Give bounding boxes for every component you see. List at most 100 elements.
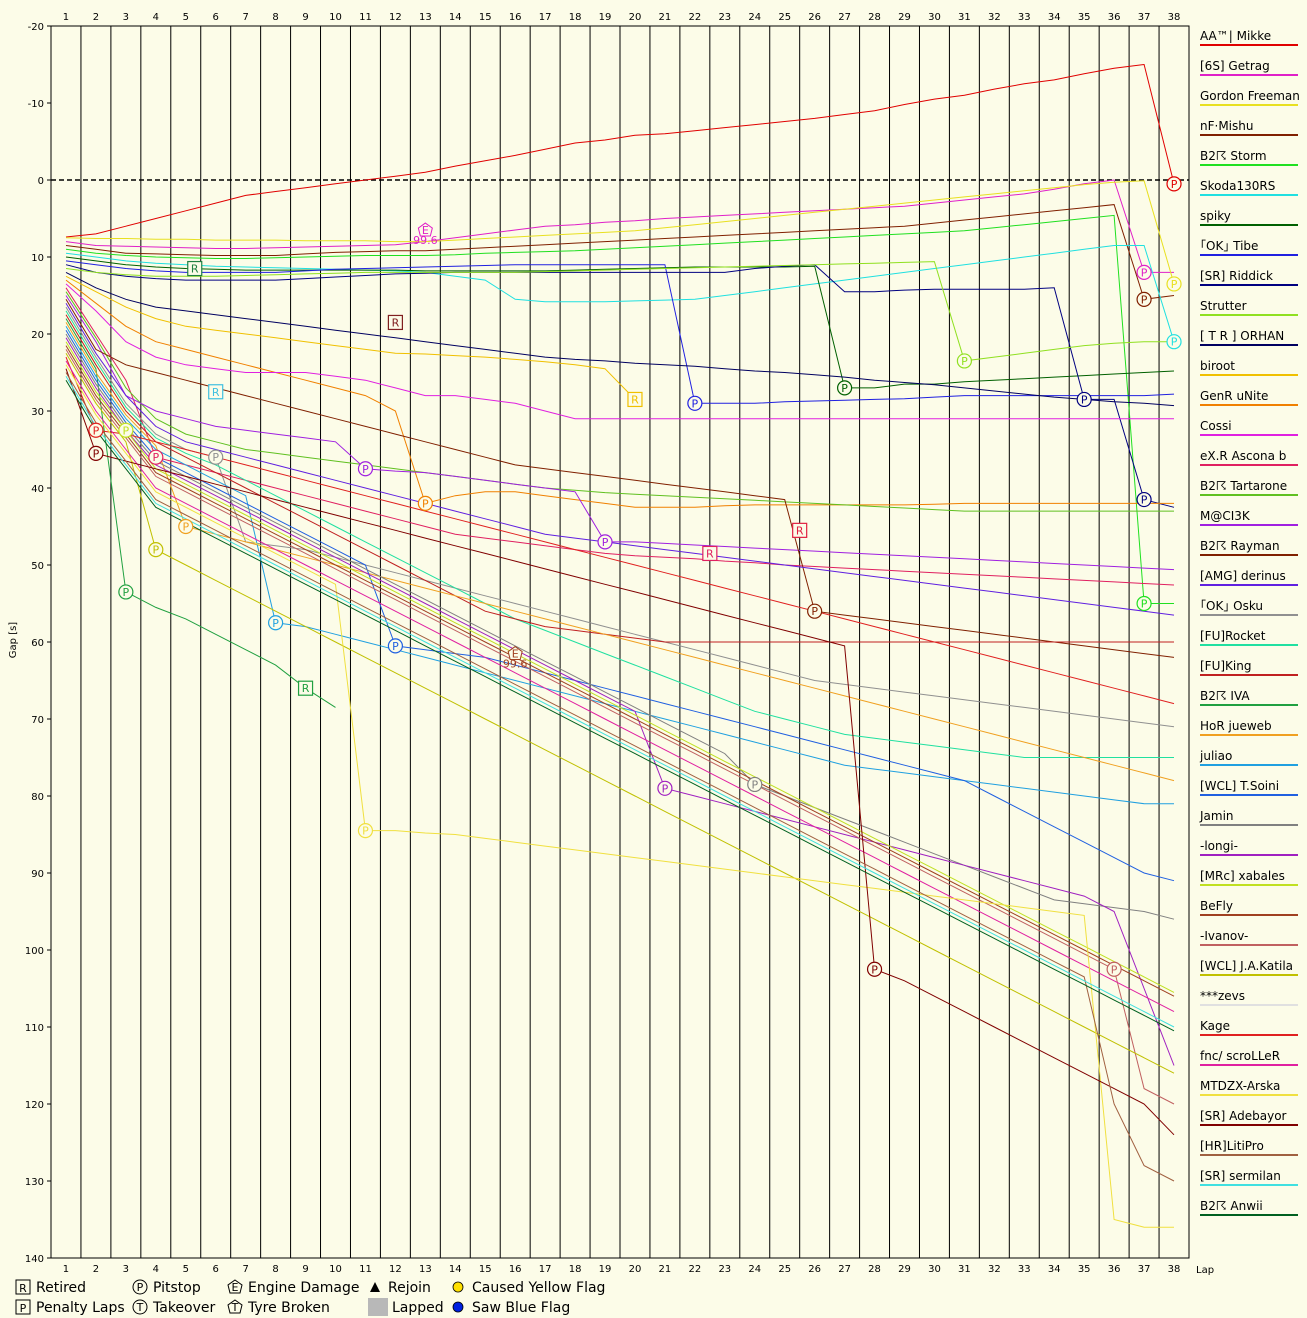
pitstop-marker bbox=[807, 603, 823, 619]
driver-line bbox=[65, 329, 1175, 882]
pitstop-marker bbox=[148, 449, 164, 465]
lap-tick-label: 34 bbox=[1048, 1264, 1061, 1275]
key-icon bbox=[227, 1299, 243, 1314]
retired-marker bbox=[208, 384, 224, 400]
lap-tick-label: 36 bbox=[1108, 12, 1121, 23]
legend-entry-label: biroot bbox=[1200, 359, 1235, 373]
driver-line bbox=[65, 310, 1174, 758]
driver-line bbox=[65, 322, 1175, 782]
lap-tick-label: 1 bbox=[63, 1264, 69, 1275]
gap-tick-label: 120 bbox=[25, 1100, 44, 1111]
pitstop-marker-label: P bbox=[751, 778, 758, 791]
key-icon-glyph: T bbox=[136, 1301, 144, 1314]
gap-tick-label: -10 bbox=[28, 99, 44, 110]
driver-line bbox=[65, 256, 1175, 389]
pitstop-marker-label: P bbox=[871, 963, 878, 976]
pitstop-marker-label: P bbox=[93, 424, 100, 437]
key-icon bbox=[132, 1279, 148, 1295]
legend-entry-label: nF·Mishu bbox=[1200, 119, 1253, 133]
lap-tick-label: 28 bbox=[868, 12, 881, 23]
driver-line bbox=[65, 299, 1175, 658]
lap-tick-label: 4 bbox=[153, 1264, 159, 1275]
pitstop-marker-label: P bbox=[272, 617, 279, 630]
pitstop-marker bbox=[1166, 276, 1182, 292]
driver-line bbox=[65, 341, 1175, 993]
retired-marker-label: R bbox=[191, 263, 199, 276]
legend-entry-label: ｢OK｣ Tibe bbox=[1200, 239, 1258, 253]
legend-entry-label: M@CI3K bbox=[1200, 509, 1251, 523]
driver-line bbox=[65, 275, 636, 400]
key-label: Pitstop bbox=[153, 1280, 201, 1296]
lap-tick-label: 18 bbox=[569, 12, 582, 23]
lap-tick-label: 7 bbox=[242, 12, 248, 23]
pitstop-marker bbox=[387, 638, 403, 654]
retired-marker bbox=[702, 545, 718, 562]
pitstop-marker bbox=[1166, 334, 1182, 350]
gap-tick-label: 0 bbox=[38, 176, 44, 187]
lap-tick-label: 24 bbox=[748, 12, 761, 23]
legend-entry-label: fnc/ scroLLeR bbox=[1200, 1049, 1280, 1063]
lap-tick-label: 17 bbox=[539, 12, 552, 23]
legend-entry-label: Jamin bbox=[1199, 809, 1234, 823]
driver-line bbox=[65, 356, 1175, 705]
legend-entry-label: B2☈ Rayman bbox=[1200, 539, 1280, 553]
lap-tick-label: 15 bbox=[479, 1264, 492, 1275]
lap-tick-label: 22 bbox=[689, 1264, 702, 1275]
driver-line bbox=[65, 302, 1175, 616]
legend-entry-label: [6S] Getrag bbox=[1200, 59, 1270, 73]
driver-line bbox=[65, 204, 1175, 300]
lap-tick-label: 30 bbox=[928, 12, 941, 23]
lap-tick-label: 22 bbox=[689, 12, 702, 23]
key-icon bbox=[370, 1282, 380, 1292]
retired-marker bbox=[297, 680, 314, 696]
pitstop-marker bbox=[1136, 264, 1152, 280]
driver-line bbox=[65, 368, 1175, 1136]
driver-line bbox=[65, 260, 1175, 404]
pitstop-marker-label: P bbox=[1171, 178, 1178, 191]
pitstop-marker bbox=[178, 518, 194, 535]
legend-entry-label: B2☈ IVA bbox=[1200, 689, 1250, 703]
lap-tick-label: 21 bbox=[659, 1264, 672, 1275]
legend-entry-label: Strutter bbox=[1200, 299, 1247, 313]
pitstop-marker-label: P bbox=[841, 382, 848, 395]
retired-marker-label: R bbox=[796, 524, 804, 537]
lap-tick-label: 35 bbox=[1078, 1264, 1091, 1275]
pitstop-marker-label: P bbox=[1171, 336, 1178, 349]
key-icon-glyph: T bbox=[231, 1301, 239, 1314]
driver-line bbox=[65, 245, 1175, 342]
legend: AA™| Mikke [6S] Getrag Gordon Freeman nF·Mi… bbox=[1199, 29, 1300, 1216]
retired-marker-label: R bbox=[302, 682, 310, 695]
legend-entry-label: [ T R ] ORHAN bbox=[1200, 329, 1284, 343]
key-label: Engine Damage bbox=[248, 1280, 360, 1296]
retired-marker-label: R bbox=[392, 316, 400, 329]
pitstop-marker-label: P bbox=[212, 451, 219, 464]
lap-tick-label: 7 bbox=[242, 1264, 248, 1275]
key-label: Saw Blue Flag bbox=[472, 1300, 570, 1316]
pitstop-marker-label: P bbox=[1141, 494, 1148, 507]
legend-entry-label: [SR] Riddick bbox=[1200, 269, 1273, 283]
lap-tick-label: 29 bbox=[898, 12, 911, 23]
pitstop-marker bbox=[88, 445, 104, 461]
legend-entry-label: B2☈ Tartarone bbox=[1200, 479, 1287, 493]
gap-tick-label: 10 bbox=[31, 253, 44, 264]
lap-tick-label: 38 bbox=[1168, 12, 1181, 23]
lap-tick-label: 38 bbox=[1168, 1264, 1181, 1275]
legend-entry-label: juliao bbox=[1199, 749, 1232, 763]
pitstop-marker bbox=[208, 449, 224, 465]
lap-tick-label: 6 bbox=[213, 12, 219, 23]
x-axis-label: Lap bbox=[1196, 1265, 1214, 1276]
lap-tick-label: 3 bbox=[123, 12, 129, 23]
lap-tick-label: 9 bbox=[302, 12, 308, 23]
legend-entry-label: BeFly bbox=[1200, 899, 1233, 913]
lap-tick-label: 34 bbox=[1048, 12, 1061, 23]
lap-tick-label: 5 bbox=[183, 12, 189, 23]
legend-entry-label: [SR] Adebayor bbox=[1200, 1109, 1287, 1123]
key-icon-glyph: E bbox=[232, 1281, 239, 1294]
lap-tick-label: 4 bbox=[153, 12, 159, 23]
gap-tick-label: 100 bbox=[25, 946, 44, 957]
lap-ticks-top: 1 2 3 4 5 6 7 8 9 10 11 12 13 14 15 16 17 18 19 20 21 22 23 24 2… bbox=[63, 12, 1181, 23]
pitstop-marker bbox=[357, 461, 374, 477]
driver-line bbox=[65, 337, 1175, 1066]
legend-entry-label: [FU]Rocket bbox=[1200, 629, 1266, 643]
